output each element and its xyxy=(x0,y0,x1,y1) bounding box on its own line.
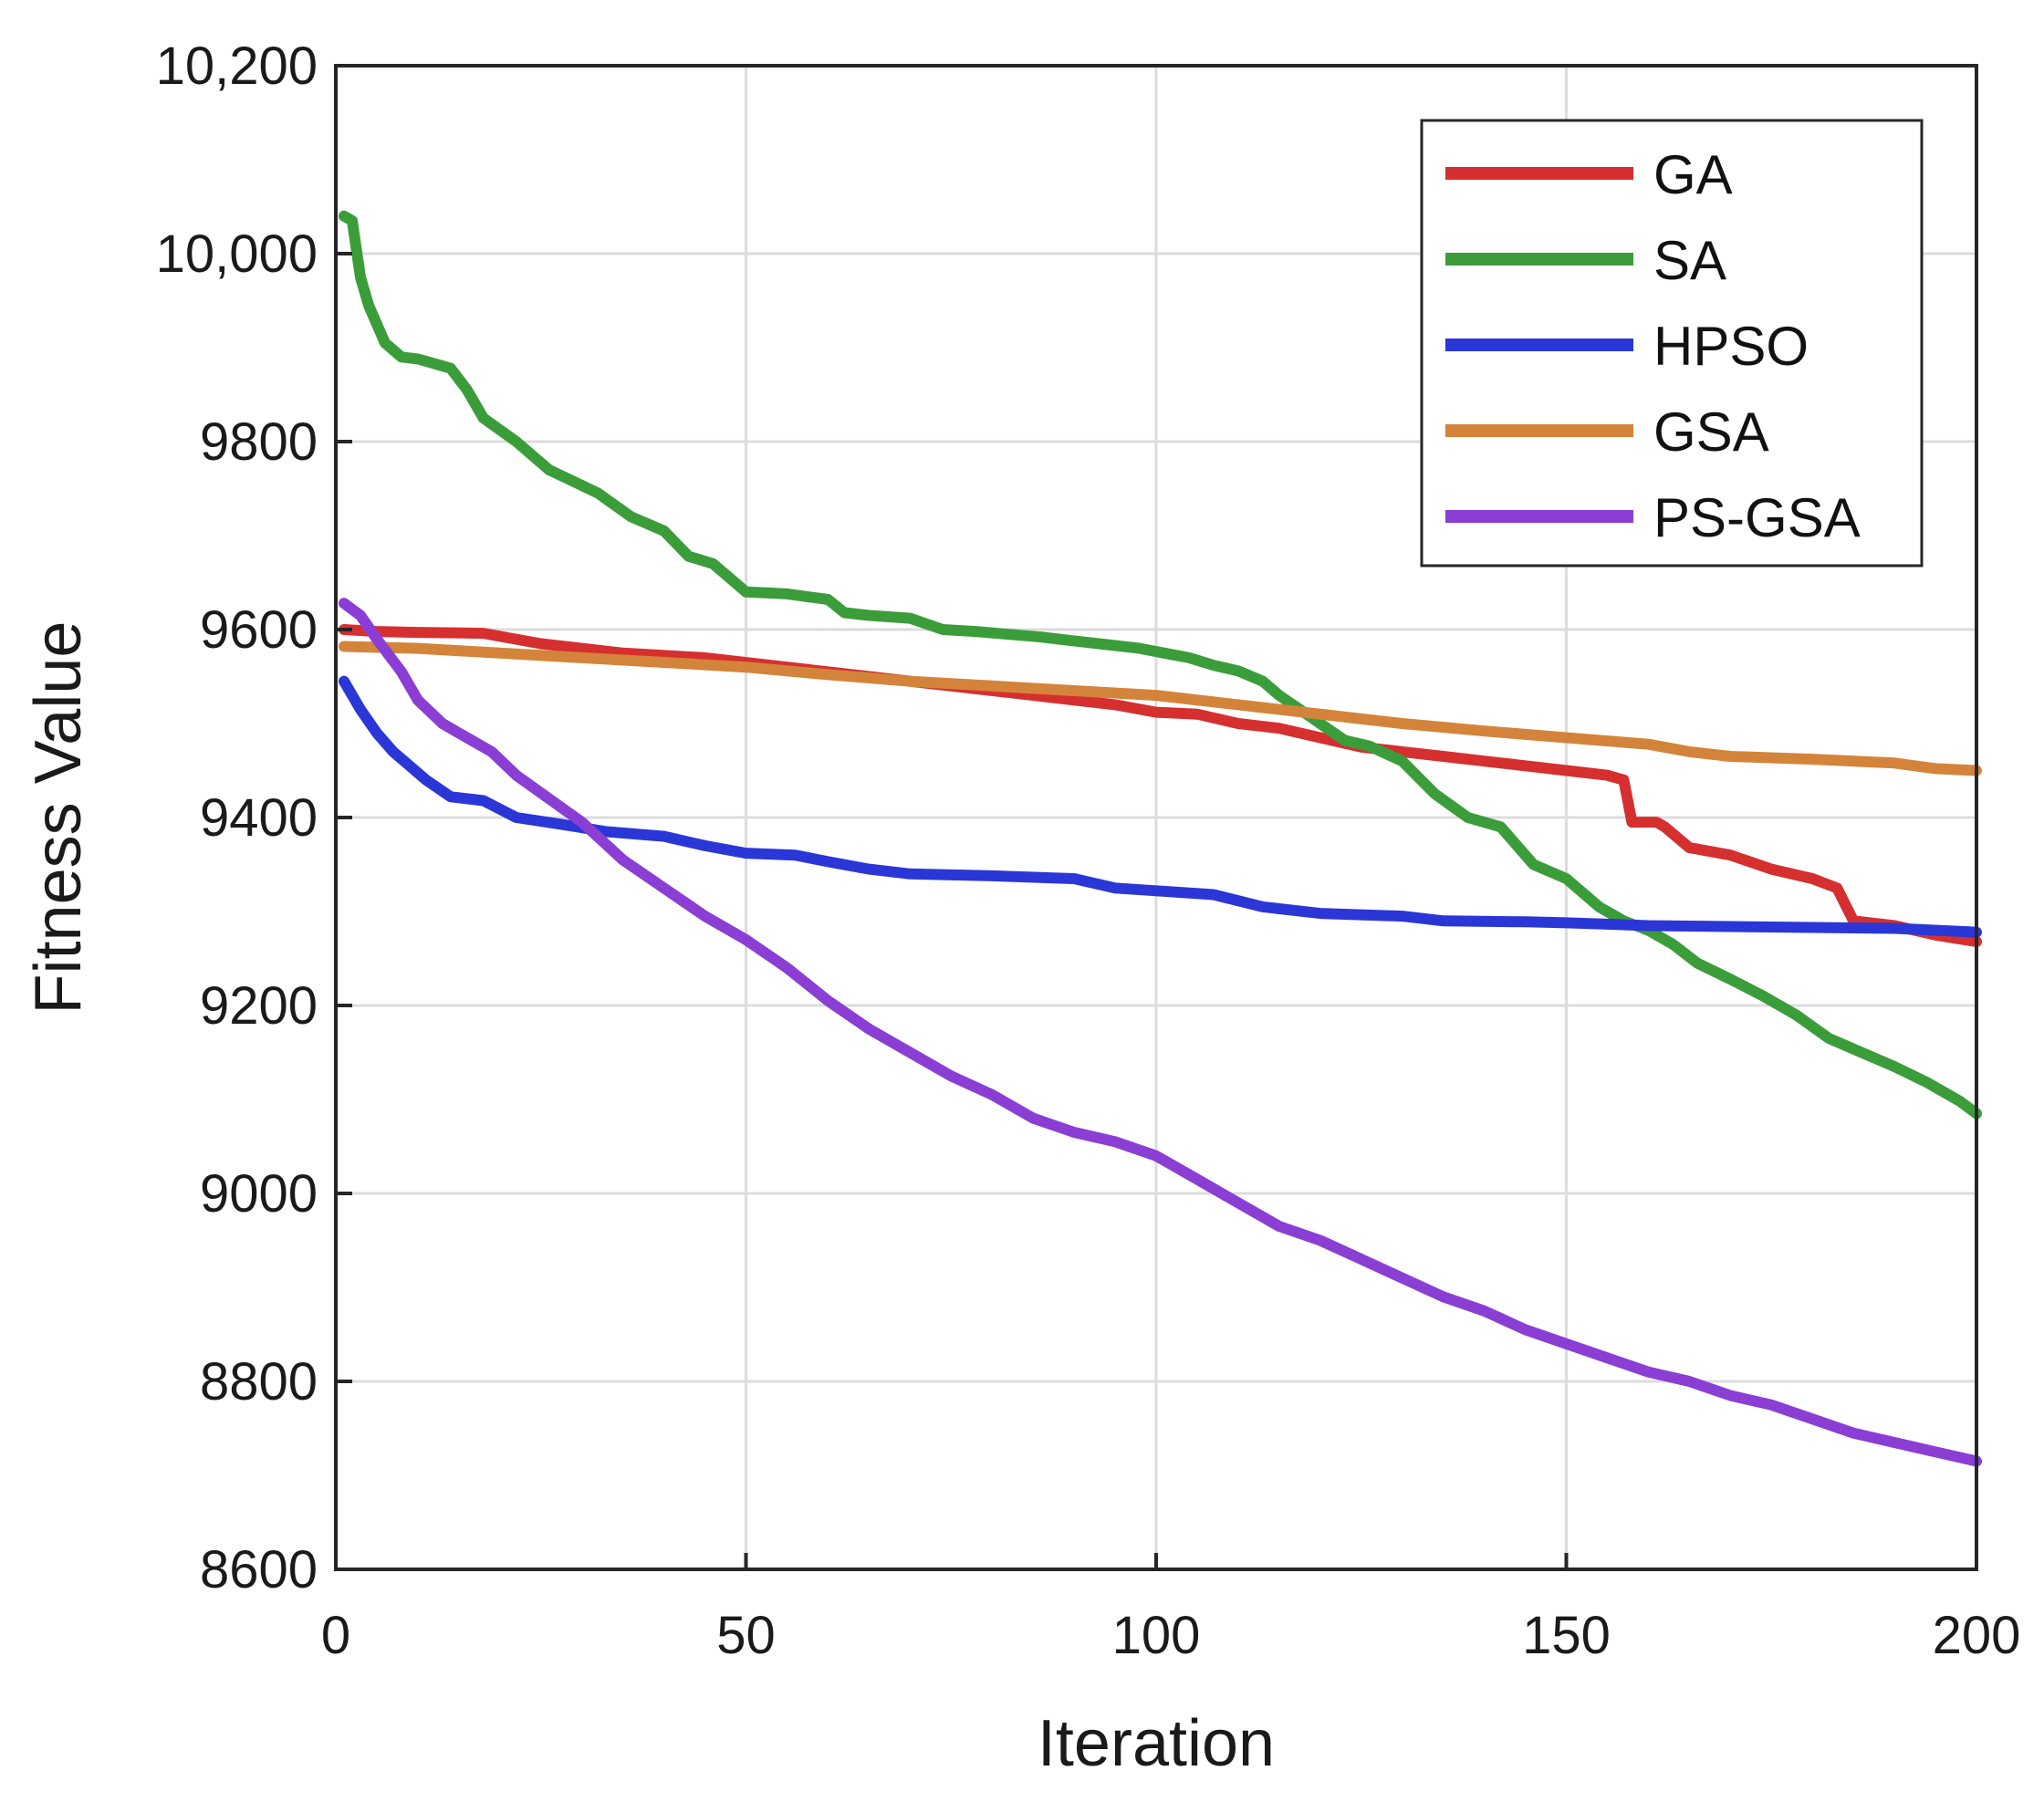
y-tick-label: 8600 xyxy=(200,1540,318,1599)
x-tick-label: 150 xyxy=(1522,1606,1611,1665)
y-tick-label: 9600 xyxy=(200,600,318,660)
series-line-gsa xyxy=(339,641,1982,776)
y-tick-label: 9000 xyxy=(200,1164,318,1224)
legend-label-hpso: HPSO xyxy=(1653,316,1809,377)
y-tick-label: 10,000 xyxy=(156,224,318,284)
series-line-hpso xyxy=(339,675,1982,938)
y-axis-title: Fitness Value xyxy=(22,621,95,1015)
y-tick-label: 9800 xyxy=(200,412,318,472)
x-tick-label: 200 xyxy=(1933,1606,2021,1665)
legend-label-ga: GA xyxy=(1653,144,1733,205)
y-tick-label: 9200 xyxy=(200,976,318,1036)
series-lines xyxy=(339,210,1982,1467)
series-line-ga xyxy=(339,624,1982,947)
y-tick-label: 9400 xyxy=(200,788,318,848)
x-ticks: 0 50 100 150 200 xyxy=(321,1553,2021,1665)
x-axis-title: Iteration xyxy=(1038,1707,1275,1780)
legend: GA SA HPSO GSA PS-GSA xyxy=(1420,119,1924,568)
legend-label-sa: SA xyxy=(1653,230,1726,291)
y-ticks: 8600 8800 9000 9200 9400 9600 9800 10,000 10,200 xyxy=(156,36,352,1599)
y-tick-label: 8800 xyxy=(200,1352,318,1411)
series-line-ps-gsa xyxy=(339,598,1982,1467)
series-line-sa xyxy=(339,210,1982,1120)
x-tick-label: 100 xyxy=(1112,1606,1201,1665)
x-tick-label: 50 xyxy=(716,1606,776,1665)
y-tick-label: 10,200 xyxy=(156,36,318,96)
legend-label-ps-gsa: PS-GSA xyxy=(1653,487,1861,548)
x-tick-label: 0 xyxy=(321,1606,350,1665)
legend-label-gsa: GSA xyxy=(1653,401,1769,463)
